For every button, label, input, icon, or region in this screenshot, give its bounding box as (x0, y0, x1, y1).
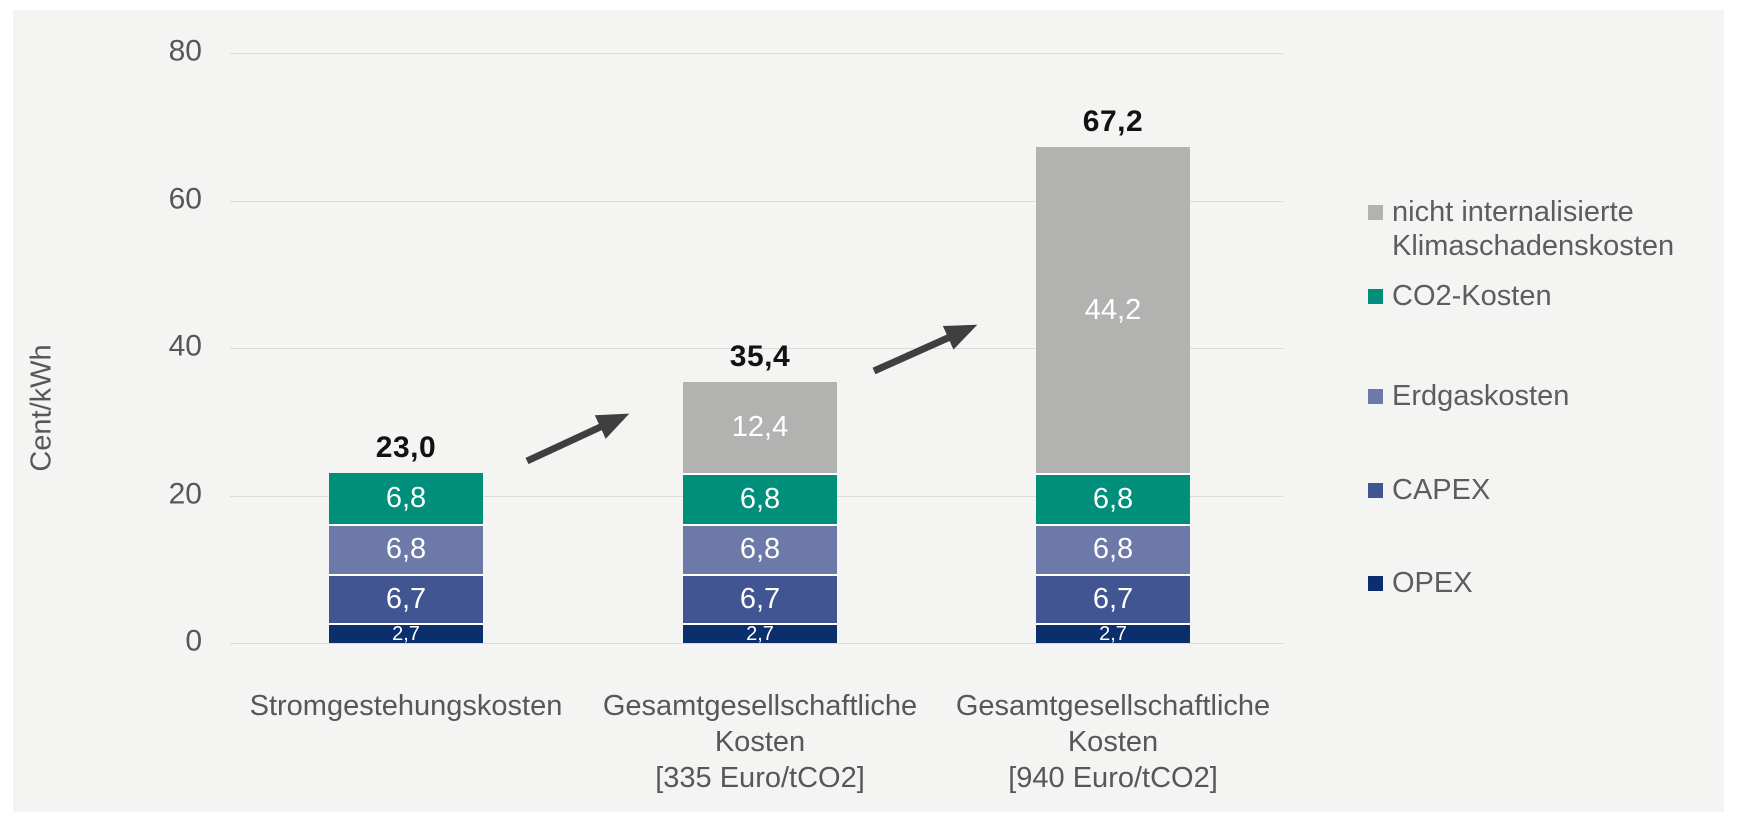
legend-item: OPEX (1368, 566, 1473, 600)
legend-label-line: nicht internalisierte (1392, 196, 1634, 228)
legend-item: nicht internalisierte Klimaschadenskosten (1368, 195, 1674, 263)
x-category-label-line: [335 Euro/tCO2] (655, 762, 865, 794)
legend-label: nicht internalisierte Klimaschadenskosten (1392, 195, 1674, 263)
bar-segment-value: 2,7 (392, 622, 420, 645)
legend-label-line: Klimaschadenskosten (1392, 230, 1675, 262)
bar-segment-nicht: 44,2 (1036, 147, 1190, 474)
bar-segment-value: 2,7 (746, 622, 774, 645)
chart-background (13, 10, 1724, 812)
bar-segment-opex: 2,7 (1036, 622, 1190, 645)
bar-segment-nicht: 12,4 (683, 381, 837, 474)
x-category-label-line: Kosten (1067, 726, 1159, 758)
legend-label-line: CAPEX (1392, 474, 1491, 506)
bar-segment-capex: 6,7 (1036, 573, 1190, 624)
bar-segment-value: 2,7 (1099, 622, 1127, 645)
grid-line (230, 643, 1283, 644)
bar-segment-value: 6,7 (1092, 582, 1134, 615)
legend-swatch (1368, 389, 1383, 404)
bar-segment-value: 12,4 (731, 411, 789, 444)
legend-swatch (1368, 205, 1383, 220)
bar-segment-co2kosten: 6,8 (1036, 473, 1190, 524)
legend-item: CO2-Kosten (1368, 279, 1552, 313)
bar-segment-value: 6,8 (385, 533, 427, 566)
y-axis-title: Cent/kWh (25, 344, 58, 472)
bar-segment-erdgaskosten: 6,8 (683, 523, 837, 574)
bar-segment-value: 6,8 (739, 533, 781, 566)
x-category-label: Stromgestehungskosten (206, 688, 606, 724)
bar-segment-erdgaskosten: 6,8 (329, 523, 483, 574)
x-category-label-line: Stromgestehungskosten (249, 690, 563, 722)
legend-label-line: CO2-Kosten (1392, 280, 1552, 312)
bar-segment-value: 6,8 (1092, 533, 1134, 566)
legend-swatch (1368, 576, 1383, 591)
grid-line (230, 348, 1283, 349)
x-category-label: Gesamtgesellschaftliche Kosten [335 Euro/t… (560, 688, 960, 796)
y-tick-label: 40 (168, 329, 202, 363)
bar-segment-opex: 2,7 (329, 622, 483, 645)
bar-segment-co2kosten: 6,8 (683, 473, 837, 524)
y-tick-label: 0 (185, 624, 202, 658)
x-category-label: Gesamtgesellschaftliche Kosten [940 Euro/t… (913, 688, 1313, 796)
bar-segment-capex: 6,7 (683, 573, 837, 624)
bar-segment-value: 6,8 (739, 482, 781, 515)
x-category-label-line: [940 Euro/tCO2] (1008, 762, 1218, 794)
y-tick-label: 60 (168, 182, 202, 216)
y-tick-label: 20 (168, 477, 202, 511)
bar-segment-value: 6,7 (739, 582, 781, 615)
legend-swatch (1368, 289, 1383, 304)
legend-label: CAPEX (1392, 473, 1490, 507)
bar-segment-value: 6,8 (1092, 482, 1134, 515)
bar-segment-capex: 6,7 (329, 573, 483, 624)
legend-item: Erdgaskosten (1368, 379, 1569, 413)
bar-segment-value: 44,2 (1084, 293, 1142, 326)
y-tick-label: 80 (168, 34, 202, 68)
legend-label: Erdgaskosten (1392, 379, 1569, 413)
x-category-label-line: Gesamtgesellschaftliche (602, 690, 918, 722)
bar-total-label: 67,2 (1082, 105, 1144, 139)
legend-label-line: OPEX (1392, 567, 1473, 599)
legend-item: CAPEX (1368, 473, 1490, 507)
x-category-label-line: Gesamtgesellschaftliche (955, 690, 1271, 722)
grid-line (230, 53, 1283, 54)
legend-label: CO2-Kosten (1392, 279, 1552, 313)
bar-segment-value: 6,7 (385, 582, 427, 615)
x-category-label-line: Kosten (714, 726, 806, 758)
bar-segment-opex: 2,7 (683, 622, 837, 645)
grid-line (230, 200, 1283, 202)
legend-swatch (1368, 483, 1383, 498)
bar-segment-co2kosten: 6,8 (329, 473, 483, 524)
bar-total-label: 23,0 (375, 431, 437, 465)
bar-segment-value: 6,8 (385, 481, 427, 514)
bar-total-label: 35,4 (729, 339, 791, 373)
legend-label-line: Erdgaskosten (1392, 380, 1570, 412)
bar-segment-erdgaskosten: 6,8 (1036, 523, 1190, 574)
legend-label: OPEX (1392, 566, 1473, 600)
